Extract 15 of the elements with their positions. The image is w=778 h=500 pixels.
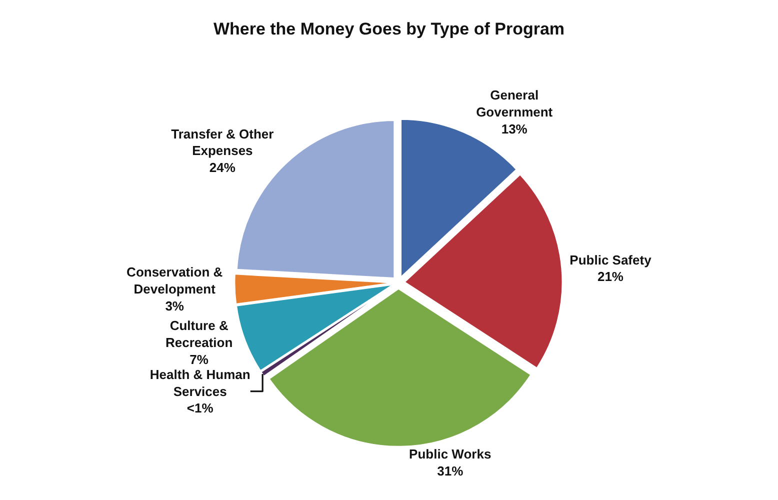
data-label: 13% <box>501 121 528 136</box>
data-label: 21% <box>597 269 624 284</box>
slice-label: Transfer & Other Expenses <box>171 126 274 158</box>
slice-label: Public Works <box>409 446 492 462</box>
slice-label: Culture & Recreation <box>165 318 233 350</box>
chart-title: Where the Money Goes by Type of Program <box>213 19 565 38</box>
data-label: <1% <box>186 400 214 416</box>
data-label: 24% <box>209 160 236 176</box>
data-label: 7% <box>190 352 209 367</box>
slice-label: Conservation & Development <box>126 264 223 297</box>
slice-label: Public Safety <box>570 252 652 268</box>
slice-label: General Government <box>476 87 554 120</box>
data-label: 3% <box>165 298 184 314</box>
slice-label: Health & Human Services <box>150 366 250 399</box>
data-label: 31% <box>437 463 464 478</box>
